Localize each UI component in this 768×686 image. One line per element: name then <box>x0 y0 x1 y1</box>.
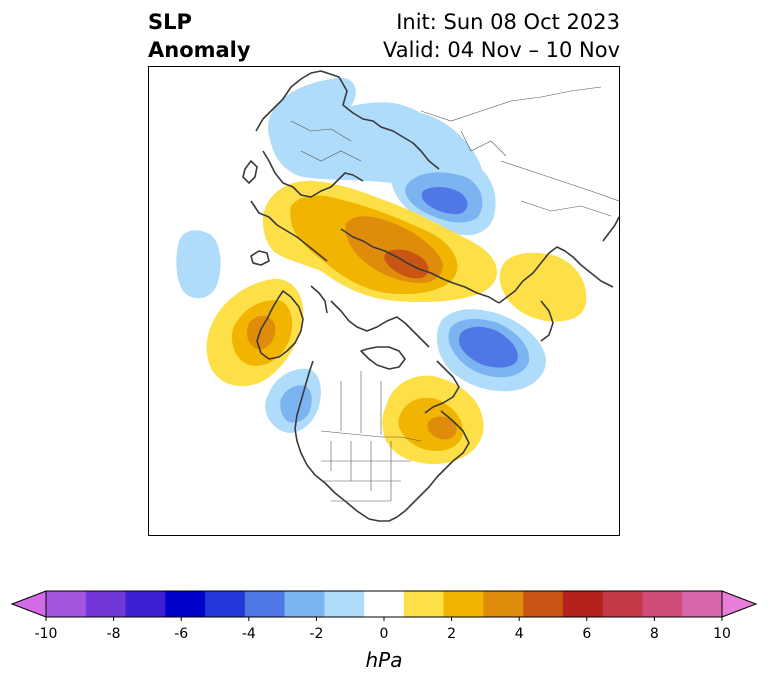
border-mongolia <box>520 200 612 217</box>
colorbar-outline <box>45 590 723 618</box>
anomaly-pos-east-canada-dark <box>427 416 457 440</box>
colorbar-tick-label: 10 <box>713 626 731 642</box>
colorbar-tick-label: -4 <box>241 626 256 642</box>
valid-range: Valid: 04 Nov – 10 Nov <box>383 38 620 62</box>
border-canada-prov <box>340 371 382 435</box>
colorbar-bin <box>46 591 87 617</box>
colorbar-bin <box>523 591 564 617</box>
colorbar-bin <box>443 591 484 617</box>
border-europe-2 <box>300 150 362 162</box>
colorbar-bin <box>642 591 683 617</box>
border-us-states-2 <box>321 460 411 502</box>
coast-alaska <box>424 360 460 414</box>
colorbar-tick-label: -10 <box>34 626 58 642</box>
anomaly-fills <box>149 77 587 465</box>
coast-gulf <box>368 516 398 522</box>
anomaly-pos-greenland-core <box>247 315 276 350</box>
colorbar-tick-label: 6 <box>582 626 592 642</box>
colorbar-bin <box>364 591 405 617</box>
title-variable-line2: Anomaly <box>148 38 251 62</box>
coast-hudson <box>360 346 406 370</box>
border-canada-us <box>320 430 422 442</box>
anomaly-neg-pacific-west <box>176 230 221 299</box>
colorbar-tick-label: 4 <box>514 626 524 642</box>
colorbar-unit: hPa <box>365 648 403 672</box>
coast-kamchatka <box>540 300 554 342</box>
colorbar-bin <box>125 591 166 617</box>
coast-iceland <box>250 250 270 266</box>
coast-med <box>250 200 328 262</box>
colorbar-bin <box>244 591 286 617</box>
coast-scandinavia <box>262 150 364 198</box>
coast-arctic-siberia <box>340 228 500 304</box>
map-svg <box>149 70 619 522</box>
anomaly-neg-bering-core <box>459 326 518 368</box>
colorbar-tick-label: -6 <box>174 626 189 642</box>
colorbar-bin <box>483 591 524 617</box>
coast-east-na <box>396 410 470 518</box>
anomaly-neg-west-na-mid <box>280 385 312 423</box>
colorbar-tick-label: 2 <box>447 626 457 642</box>
colorbar-bin <box>85 591 127 617</box>
colorbar-tick-label: -8 <box>106 626 121 642</box>
border-europe-1 <box>290 120 352 142</box>
colorbar-bin <box>165 591 206 617</box>
coast-west-na <box>294 360 370 520</box>
coast-greenland <box>256 290 304 360</box>
map-panel <box>148 66 620 536</box>
colorbar-bin <box>562 591 604 617</box>
coast-japan <box>602 216 619 242</box>
anomaly-pos-eastasia <box>499 252 587 322</box>
borders <box>290 86 619 502</box>
colorbar <box>10 590 758 621</box>
colorbar-bin <box>284 591 325 617</box>
title-variable-line1: SLP <box>148 10 192 34</box>
colorbar-bin <box>602 591 643 617</box>
init-date: Init: Sun 08 Oct 2023 <box>396 10 620 34</box>
coast-east-asia <box>498 246 614 304</box>
border-china <box>500 160 619 202</box>
coast-europe <box>255 70 440 170</box>
border-asia-misc <box>460 130 507 157</box>
border-us-states-1 <box>330 441 392 501</box>
coast-uk <box>242 160 258 184</box>
colorbar-bin <box>324 591 365 617</box>
coastlines <box>242 70 619 522</box>
colorbar-extend-min <box>10 590 47 618</box>
border-russia <box>420 86 602 122</box>
colorbar-tick-label: -2 <box>309 626 324 642</box>
colorbar-tick-label: 0 <box>379 626 389 642</box>
anomaly-neg-atlantic-west-edge <box>149 286 161 321</box>
anomaly-neg-siberia-core <box>421 187 468 215</box>
coast-greenland-east <box>310 285 328 314</box>
title-dates: Init: Sun 08 Oct 2023 Valid: 04 Nov – 10… <box>383 8 620 64</box>
coast-canadian-arctic <box>330 300 430 348</box>
colorbar-bin <box>403 591 445 617</box>
colorbar-extend-max <box>721 590 758 618</box>
colorbar-bin <box>205 591 246 617</box>
title-variable: SLP Anomaly <box>148 8 251 64</box>
colorbar-tick-label: 8 <box>649 626 659 642</box>
colorbar-bins <box>10 590 758 621</box>
colorbar-bin <box>682 591 723 617</box>
